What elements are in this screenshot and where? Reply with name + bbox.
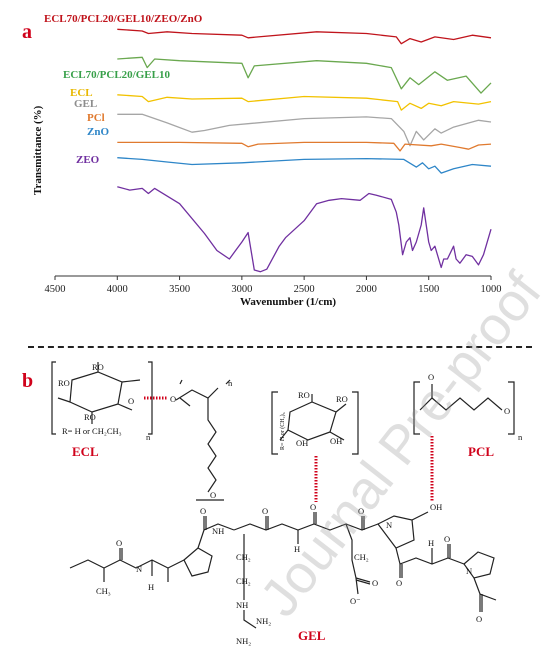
gel-o-6: O [358, 506, 364, 516]
pcl-o-top: O [428, 372, 434, 382]
gel-ch2-1: CH₂ [236, 552, 251, 562]
series-label-zno: ZnO [87, 126, 110, 138]
gel-n-2: N [386, 520, 392, 530]
gel-ch2-2: CH₂ [236, 576, 251, 586]
gel-o-9: O [476, 614, 482, 624]
series-line-1 [117, 56, 492, 94]
gel-o-minus: O⁻ [350, 596, 361, 606]
ftir-chart: 4500 4000 3500 3000 2500 2000 1500 1000 [45, 28, 502, 295]
series-line-6 [117, 186, 492, 273]
series-line-4 [117, 141, 492, 152]
gel-h-2: H [294, 544, 300, 554]
x-tick-label: 3000 [231, 284, 252, 295]
mid-oh-1: OH [296, 438, 308, 448]
y-axis-title: Transmittance (%) [32, 105, 44, 195]
gel-o-7: O [396, 578, 402, 588]
gel-nh-1: NH [212, 526, 224, 536]
ecl-substituent: R= H or CH₂CH₃ [62, 426, 122, 436]
x-axis-title: Wavenumber (1/cm) [240, 296, 337, 308]
gel-nh2-1: NH₂ [256, 616, 271, 626]
pcl-o-right: O [504, 406, 510, 416]
gel-ch3: CH₃ [96, 586, 111, 596]
series-label-zeo: ZEO [76, 154, 100, 166]
chart-lines [117, 28, 492, 273]
series-label-composite: ECL70/PCL20/GEL10/ZEO/ZnO [44, 13, 203, 25]
mid-substituent: R= H or (CH₂)₆ [279, 412, 286, 450]
gel-nh-2: NH [236, 600, 248, 610]
series-line-0 [117, 28, 492, 45]
ecl-label: ECL [72, 444, 99, 459]
gel-h-3: H [428, 538, 434, 548]
gel-n-3: N [466, 566, 472, 576]
gel-o-1: O [116, 538, 122, 548]
gel-label: GEL [298, 628, 326, 643]
x-tick-label: 2000 [356, 284, 377, 295]
gel-o-3: O [262, 506, 268, 516]
ecl-ro-bottom: RO [84, 412, 96, 422]
panel-b-label: b [22, 370, 34, 392]
series-line-3 [117, 113, 492, 147]
series-label-gel: GEL [74, 98, 98, 110]
ecl-o-right: O [128, 396, 134, 406]
chemical-structures: RO RO RO O n R= H or CH₂CH₃ O n O RO RO … [51, 361, 523, 646]
chain-n-sub: n [228, 378, 233, 388]
chain-o-bottom: O [210, 490, 216, 500]
gel-h-1: H [148, 582, 154, 592]
gel-o-8: O [444, 534, 450, 544]
x-tick-label: 4500 [45, 284, 66, 295]
chart-ticks: 4500 4000 3500 3000 2500 2000 1500 1000 [45, 276, 502, 295]
gel-o-5: O [372, 578, 378, 588]
gel-o-4: O [310, 502, 316, 512]
gel-nh2-2: NH₂ [236, 636, 251, 646]
gel-n-1: N [136, 564, 142, 574]
gel-o-2: O [200, 506, 206, 516]
series-label-pcl: PCl [87, 112, 105, 124]
panel-a-label: a [22, 21, 32, 43]
mid-ro-1: RO [298, 390, 310, 400]
series-label-ecl: ECL [70, 87, 93, 99]
section-divider [28, 346, 532, 348]
pcl-label: PCL [468, 444, 494, 459]
series-label-ecl-pcl-gel: ECL70/PCL20/GEL10 [63, 69, 170, 81]
x-tick-label: 1500 [418, 284, 439, 295]
gel-ch2-3: CH₂ [354, 552, 369, 562]
x-tick-label: 2500 [294, 284, 315, 295]
series-line-2 [117, 94, 492, 111]
ecl-ro-top: RO [92, 362, 104, 372]
x-tick-label: 3500 [169, 284, 190, 295]
mid-oh-2: OH [330, 436, 342, 446]
x-tick-label: 4000 [107, 284, 128, 295]
x-tick-label: 1000 [481, 284, 502, 295]
ecl-ro-left: RO [58, 378, 70, 388]
series-line-5 [117, 157, 492, 174]
pcl-n-sub: n [518, 432, 523, 442]
chain-o-top: O [170, 394, 176, 404]
mid-ro-2: RO [336, 394, 348, 404]
gel-oh: OH [430, 502, 442, 512]
ecl-n-sub: n [146, 432, 151, 442]
